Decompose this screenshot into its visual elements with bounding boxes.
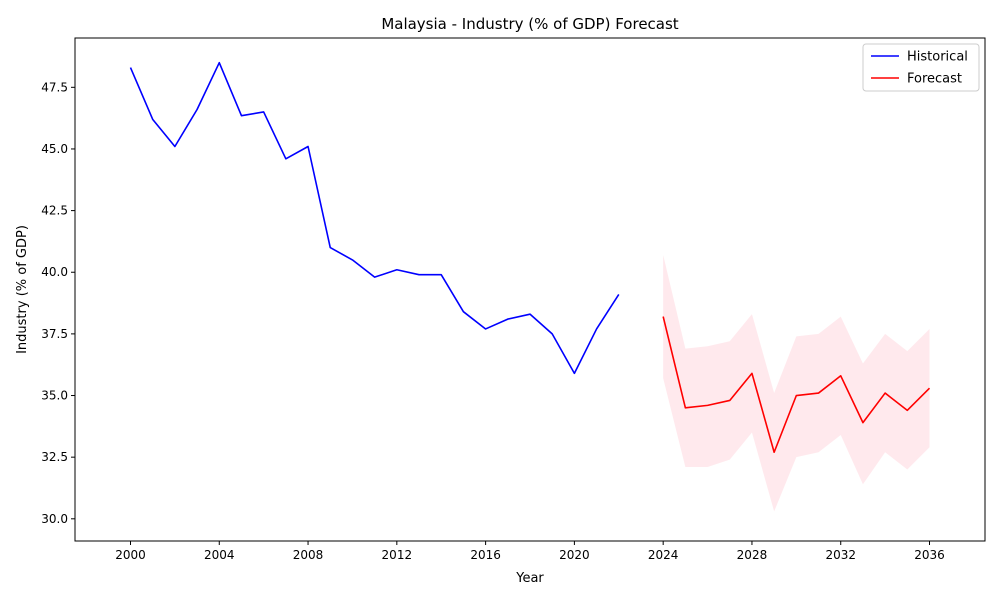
x-tick-label: 2012 <box>382 548 413 562</box>
x-tick-label: 2016 <box>470 548 501 562</box>
x-tick-label: 2032 <box>825 548 856 562</box>
chart-title: Malaysia - Industry (% of GDP) Forecast <box>381 15 678 33</box>
series-lines-layer <box>129 61 931 454</box>
x-tick-label: 2008 <box>293 548 324 562</box>
x-axis: 2000 2004 2008 2012 2016 2020 2024 2028 2032 2036 <box>115 541 945 562</box>
forecast-series-line <box>662 316 931 454</box>
plot-frame <box>74 37 986 542</box>
x-tick-label: 2028 <box>737 548 768 562</box>
legend: Historical Forecast <box>862 43 980 92</box>
x-tick-label: 2024 <box>648 548 679 562</box>
y-tick-label: 45.0 <box>41 142 68 156</box>
y-tick-label: 42.5 <box>41 204 68 218</box>
y-tick-label: 47.5 <box>41 80 68 94</box>
x-axis-title: Year <box>515 571 544 586</box>
y-tick-label: 32.5 <box>41 450 68 464</box>
confidence-band-layer <box>663 254 930 512</box>
y-axis: 30.0 32.5 35.0 37.5 40.0 42.5 45.0 47.5 <box>41 80 75 526</box>
y-tick-label: 40.0 <box>41 265 68 279</box>
y-tick-label: 30.0 <box>41 512 68 526</box>
historical-series-line <box>129 61 620 375</box>
y-axis-title: Industry (% of GDP) <box>15 225 30 354</box>
x-tick-label: 2004 <box>204 548 235 562</box>
x-tick-label: 2036 <box>914 548 945 562</box>
y-tick-label: 37.5 <box>41 327 68 341</box>
x-tick-label: 2020 <box>559 548 590 562</box>
y-tick-label: 35.0 <box>41 389 68 403</box>
x-tick-label: 2000 <box>115 548 146 562</box>
forecast-confidence-band <box>663 254 930 512</box>
legend-forecast-label: Forecast <box>907 72 962 87</box>
legend-historical-label: Historical <box>907 50 968 65</box>
